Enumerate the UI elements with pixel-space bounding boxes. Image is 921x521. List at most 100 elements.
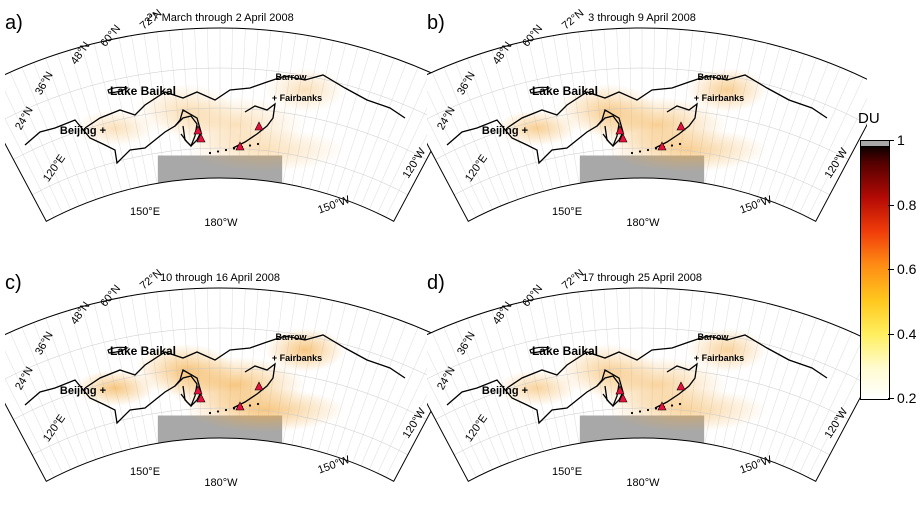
aerosol-plume [265, 328, 345, 372]
island [670, 144, 674, 147]
volcano-marker [618, 133, 628, 143]
longitude-label: 150°E [552, 466, 582, 478]
coastline [654, 102, 698, 149]
map-sector-outline [5, 287, 445, 482]
panel-title: 3 through 9 April 2008 [588, 12, 696, 24]
colorbar-tick-mark [888, 204, 894, 206]
aerosol-plume [185, 128, 345, 172]
coastline [84, 334, 406, 389]
aerosol-plume [75, 370, 155, 406]
island [224, 148, 228, 152]
colorbar-tick-label: 0.6 [897, 261, 917, 277]
aerosol-plume [135, 344, 235, 396]
map-sector [5, 27, 445, 222]
panel-letter: c) [5, 272, 22, 294]
island [678, 142, 682, 146]
latitude-gridline [427, 327, 867, 385]
colorbar-tick-mark [888, 398, 894, 399]
island [256, 142, 260, 146]
island [232, 407, 236, 410]
volcano-marker [235, 141, 245, 151]
coastline [232, 102, 276, 149]
lake-baikal-outline [529, 86, 551, 94]
lake-baikal-outline [107, 86, 129, 94]
lake-baikal-outline [529, 346, 551, 354]
place-label-lake-baikal: Lake Baikal [532, 344, 598, 358]
colorbar-tick-mark [888, 333, 894, 335]
island [216, 150, 220, 153]
coastline [654, 362, 698, 409]
latitude-gridline [13, 367, 427, 420]
island [248, 404, 252, 407]
coastline [24, 369, 202, 425]
place-label-lake-baikal: Lake Baikal [110, 344, 176, 358]
volcano-marker [193, 125, 203, 135]
coastline [446, 109, 624, 165]
island [208, 151, 212, 155]
volcano-marker [615, 385, 625, 395]
colorbar-unit: DU [858, 110, 880, 127]
longitude-label: 180°W [204, 217, 238, 229]
map-svg: 24°N36°N48°N60°N72°N120°E150°E180°W150°W… [427, 267, 867, 489]
map-sector [5, 287, 445, 482]
longitude-label: 150°W [738, 454, 774, 477]
map-svg: 24°N36°N48°N60°N72°N120°E150°E180°W150°W… [5, 267, 445, 489]
map-svg: 24°N36°N48°N60°N72°N120°E150°E180°W150°W… [427, 7, 867, 229]
volcano-marker [193, 385, 203, 395]
coastline [506, 74, 828, 129]
place-label-fairbanks: + Fairbanks [694, 353, 744, 363]
place-label-fairbanks: + Fairbanks [694, 93, 744, 103]
aerosol-plume [185, 388, 345, 432]
place-label-lake-baikal: Lake Baikal [532, 84, 598, 98]
island [208, 411, 212, 415]
island [248, 144, 252, 147]
colorbar-tick-label: 1 [897, 132, 905, 148]
volcano-marker [196, 393, 206, 403]
volcano-marker [254, 121, 264, 131]
volcano-marker [196, 133, 206, 143]
volcano-marker [618, 393, 628, 403]
colorbar-tick-label: 0.2 [897, 390, 917, 406]
island [256, 402, 260, 406]
longitude-label: 150°E [130, 466, 160, 478]
island [224, 408, 228, 412]
island [646, 408, 650, 412]
latitude-gridline [5, 327, 445, 385]
island [638, 410, 642, 413]
colorbar-tick-label: 0.8 [897, 196, 917, 213]
place-label-barrow: Barrow [697, 72, 729, 82]
colorbar-tick-label: 0.4 [897, 325, 917, 342]
aerosol-plume [687, 68, 767, 112]
panel-title: 17 through 25 April 2008 [582, 272, 702, 284]
aerosol-plume [607, 388, 767, 432]
place-label-beijing: Beijing + [60, 125, 106, 137]
colorbar-no-data-cap [860, 140, 890, 147]
coastline [506, 334, 828, 389]
volcano-marker [235, 401, 245, 411]
island [216, 410, 220, 413]
volcano-marker [657, 401, 667, 411]
latitude-gridline [435, 367, 849, 420]
longitude-label: 150°E [130, 206, 160, 218]
island [630, 411, 634, 415]
volcano-marker [676, 381, 686, 391]
latitude-gridline [454, 407, 830, 456]
lake-baikal-outline [107, 346, 129, 354]
volcano-marker [254, 381, 264, 391]
volcano-marker [615, 125, 625, 135]
panel-letter: d) [427, 272, 445, 294]
coastline [24, 109, 202, 165]
place-label-beijing: Beijing + [482, 125, 528, 137]
longitude-label: 150°W [316, 194, 352, 217]
map-panel-a: 24°N 36°N 48°N 60°N 72°N 120°E 150°E 180°W 150°W… [5, 0, 445, 260]
place-label-beijing: Beijing + [60, 385, 106, 397]
panel-title: 27 March through 2 April 2008 [146, 12, 294, 24]
map-panel-b: 24°N 36°N 48°N 60°N 72°N 120°E 150°E 180°W 150°W… [427, 0, 867, 260]
longitude-label: 180°W [626, 217, 660, 229]
longitude-label: 180°W [626, 477, 660, 489]
coastline [232, 362, 276, 409]
map-panel-c: 24°N 36°N 48°N 60°N 72°N 120°E 150°E 180°W 150°W… [5, 260, 445, 520]
latitude-gridline [13, 107, 427, 160]
island [654, 147, 658, 150]
longitude-label: 180°W [204, 477, 238, 489]
